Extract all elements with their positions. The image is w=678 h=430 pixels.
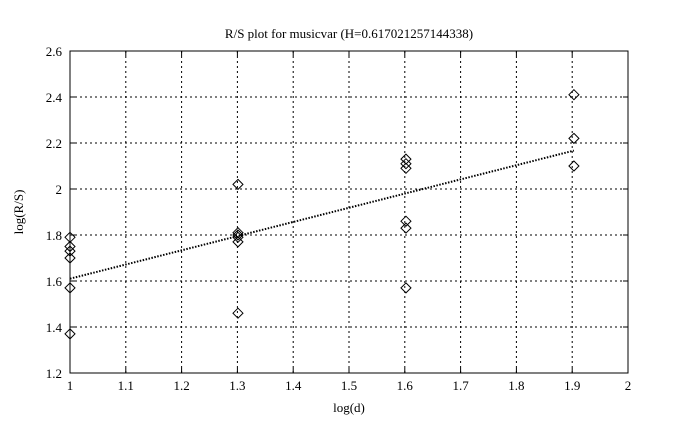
- data-point-diamond: [400, 215, 412, 227]
- x-tick-label: 1.6: [397, 378, 414, 393]
- grid: [70, 51, 628, 373]
- data-point-diamond: [568, 132, 580, 145]
- data-point-diamond: [232, 178, 244, 191]
- y-tick-label: 1.6: [46, 274, 63, 289]
- data-point-diamond: [64, 240, 76, 253]
- x-tick-label: 1.3: [229, 378, 245, 393]
- data-point-diamond: [64, 282, 76, 294]
- x-tick-label: 1.7: [452, 378, 469, 393]
- x-tick-label: 1.5: [341, 378, 357, 393]
- x-tick-label: 1.4: [285, 378, 302, 393]
- data-point-diamond: [568, 160, 580, 172]
- data-point-diamond: [400, 157, 412, 170]
- data-point-diamond: [232, 236, 244, 248]
- x-axis-label: log(d): [333, 400, 365, 415]
- y-tick-label: 2: [56, 182, 63, 197]
- data-point-diamond: [400, 162, 412, 175]
- x-tick-label: 2: [625, 378, 632, 393]
- data-point-diamond: [64, 252, 76, 264]
- data-point-diamond: [232, 226, 244, 239]
- y-tick-label: 1.2: [46, 366, 62, 381]
- data-point-diamond: [568, 88, 580, 101]
- data-point-diamond: [232, 307, 244, 319]
- y-tick-label: 2.2: [46, 136, 62, 151]
- data-point-diamond: [64, 245, 76, 257]
- y-tick-label: 1.4: [46, 320, 63, 335]
- fit-line: [69, 149, 575, 280]
- data-point-diamond: [64, 231, 76, 244]
- y-tick-label: 2.4: [46, 90, 63, 105]
- data-point-diamond: [400, 282, 412, 294]
- x-tick-label: 1.8: [508, 378, 524, 393]
- chart-title: R/S plot for musicvar (H=0.6170212571443…: [225, 26, 473, 41]
- x-tick-label: 1.1: [118, 378, 134, 393]
- ticks: 1 1.1 1.2 1.3 1.4 1.5 1.6 1.7 1.8 1.9 2 1.2 1.4 1.6 1.…: [46, 44, 632, 393]
- data-point-diamond: [400, 153, 412, 165]
- x-tick-label: 1.2: [173, 378, 189, 393]
- y-tick-label: 1.8: [46, 228, 62, 243]
- data-point-diamond: [232, 231, 244, 244]
- fit-line-group: [69, 149, 575, 280]
- y-axis-label: log(R/S): [11, 190, 26, 235]
- data-point-diamond: [400, 222, 412, 234]
- points-group: [64, 88, 580, 340]
- x-tick-label: 1: [67, 378, 74, 393]
- data-point-diamond: [64, 328, 76, 340]
- y-tick-label: 2.6: [46, 44, 63, 59]
- x-tick-label: 1.9: [564, 378, 580, 393]
- data-point-diamond: [232, 229, 244, 241]
